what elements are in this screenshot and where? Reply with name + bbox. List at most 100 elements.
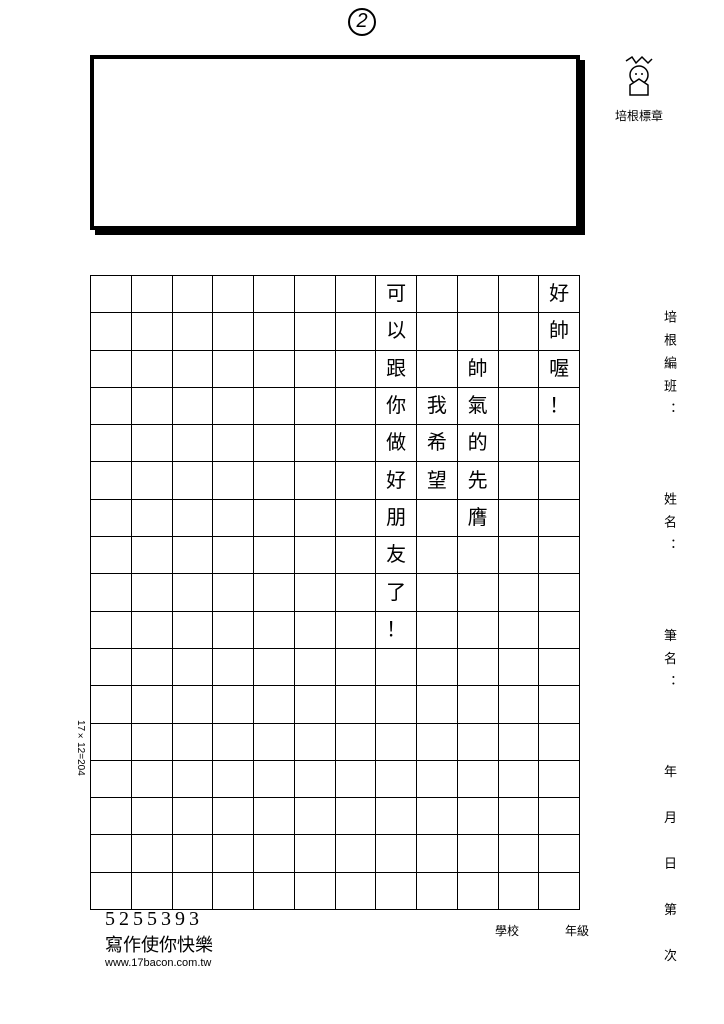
grid-cell bbox=[254, 612, 294, 649]
grid-cell bbox=[132, 462, 172, 499]
grid-cell: 跟 bbox=[376, 351, 416, 388]
grid-cell bbox=[295, 686, 335, 723]
grid-cell bbox=[213, 835, 253, 872]
grid-cell bbox=[91, 724, 131, 761]
grid-cell bbox=[132, 798, 172, 835]
grid-cell bbox=[499, 835, 539, 872]
grid-cell bbox=[213, 351, 253, 388]
grid-cell bbox=[213, 612, 253, 649]
grid-cell: 好 bbox=[376, 462, 416, 499]
grid-cell bbox=[254, 425, 294, 462]
grid-cell bbox=[539, 425, 579, 462]
grid-cell bbox=[417, 612, 457, 649]
grid-cell bbox=[336, 537, 376, 574]
grid-cell bbox=[336, 425, 376, 462]
grid-cell bbox=[295, 649, 335, 686]
grid-column bbox=[173, 276, 214, 909]
grid-cell bbox=[213, 313, 253, 350]
grid-cell bbox=[173, 425, 213, 462]
grid-cell: 喔 bbox=[539, 351, 579, 388]
grid-cell bbox=[417, 761, 457, 798]
grid-cell bbox=[254, 761, 294, 798]
grid-cell bbox=[539, 761, 579, 798]
grid-cell: 了 bbox=[376, 574, 416, 611]
grid-cell bbox=[458, 686, 498, 723]
grid-cell bbox=[213, 276, 253, 313]
grid-cell bbox=[295, 761, 335, 798]
grid-cell: 希 bbox=[417, 425, 457, 462]
grid-cell bbox=[539, 686, 579, 723]
grid-cell bbox=[336, 798, 376, 835]
grid-column: 我希望 bbox=[417, 276, 458, 909]
grid-cell bbox=[417, 724, 457, 761]
grid-column: 可以跟你做好朋友了！ bbox=[376, 276, 417, 909]
grid-cell bbox=[173, 835, 213, 872]
grid-cell bbox=[213, 724, 253, 761]
grid-cell bbox=[91, 537, 131, 574]
grid-cell bbox=[539, 798, 579, 835]
grid-cell bbox=[295, 574, 335, 611]
grid-cell bbox=[213, 686, 253, 723]
grid-cell: 我 bbox=[417, 388, 457, 425]
grid-cell bbox=[499, 388, 539, 425]
footer-grade-label: 年級 bbox=[565, 922, 589, 939]
grid-cell bbox=[91, 425, 131, 462]
grid-cell bbox=[173, 462, 213, 499]
grid-cell bbox=[539, 724, 579, 761]
grid-cell bbox=[173, 388, 213, 425]
grid-cell bbox=[213, 798, 253, 835]
footer-school-label: 學校 bbox=[495, 922, 519, 939]
grid-cell bbox=[173, 724, 213, 761]
grid-cell bbox=[336, 761, 376, 798]
grid-column bbox=[499, 276, 540, 909]
grid-cell bbox=[213, 462, 253, 499]
grid-cell bbox=[173, 276, 213, 313]
grid-cell bbox=[254, 798, 294, 835]
grid-cell bbox=[295, 835, 335, 872]
grid-cell bbox=[132, 574, 172, 611]
grid-cell bbox=[417, 798, 457, 835]
grid-cell bbox=[499, 425, 539, 462]
grid-cell bbox=[539, 835, 579, 872]
grid-cell bbox=[458, 724, 498, 761]
grid-cell bbox=[254, 500, 294, 537]
grid-cell bbox=[91, 276, 131, 313]
grid-cell bbox=[295, 388, 335, 425]
grid-cell bbox=[213, 873, 253, 909]
grid-cell bbox=[213, 537, 253, 574]
grid-cell bbox=[254, 537, 294, 574]
grid-cell bbox=[417, 686, 457, 723]
label-class: 培根編班： bbox=[662, 310, 677, 425]
grid-cell bbox=[254, 351, 294, 388]
grid-cell bbox=[376, 835, 416, 872]
grid-cell bbox=[417, 835, 457, 872]
grid-cell bbox=[458, 761, 498, 798]
grid-cell bbox=[376, 798, 416, 835]
grid-cell bbox=[376, 873, 416, 909]
grid-cell bbox=[132, 500, 172, 537]
grid-cell bbox=[499, 798, 539, 835]
grid-cell bbox=[295, 276, 335, 313]
grid-cell bbox=[91, 612, 131, 649]
grid-cell bbox=[254, 649, 294, 686]
grid-cell bbox=[499, 351, 539, 388]
grid-cell bbox=[336, 500, 376, 537]
grid-cell bbox=[499, 649, 539, 686]
grid-cell bbox=[417, 873, 457, 909]
writing-grid: 可以跟你做好朋友了！我希望帥氣的先膺好帥喔！ bbox=[90, 275, 580, 910]
grid-cell bbox=[458, 873, 498, 909]
grid-cell: 朋 bbox=[376, 500, 416, 537]
grid-cell bbox=[254, 388, 294, 425]
grid-cell bbox=[132, 686, 172, 723]
grid-cell: 可 bbox=[376, 276, 416, 313]
grid-cell bbox=[336, 351, 376, 388]
grid-cell bbox=[91, 686, 131, 723]
grid-cell: 你 bbox=[376, 388, 416, 425]
grid-cell bbox=[254, 462, 294, 499]
grid-cell bbox=[132, 835, 172, 872]
grid-cell bbox=[173, 351, 213, 388]
grid-cell bbox=[376, 724, 416, 761]
grid-cell bbox=[336, 649, 376, 686]
grid-cell: ！ bbox=[376, 612, 416, 649]
grid-cell bbox=[213, 574, 253, 611]
